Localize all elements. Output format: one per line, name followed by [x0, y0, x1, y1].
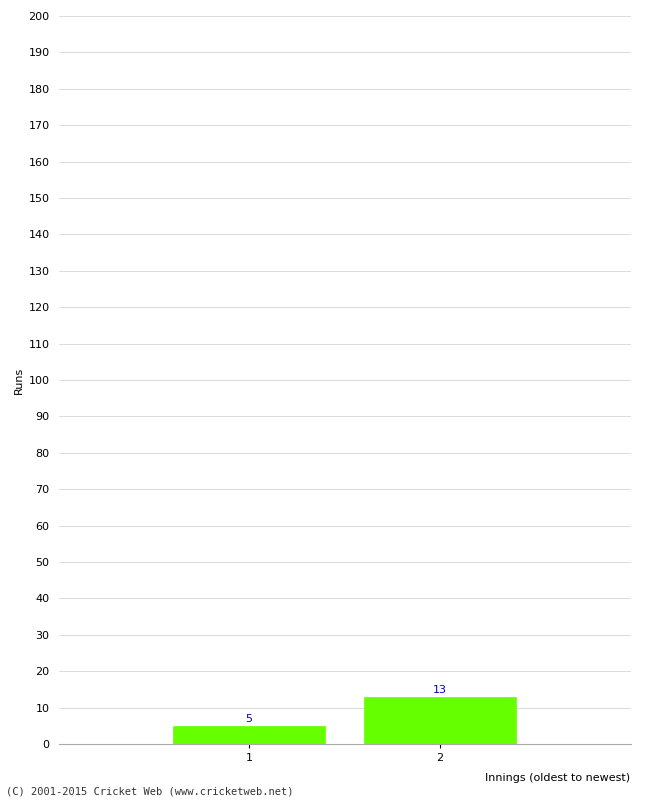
Text: 5: 5	[246, 714, 253, 724]
Bar	[173, 726, 326, 744]
Y-axis label: Runs: Runs	[14, 366, 24, 394]
X-axis label: Innings (oldest to newest): Innings (oldest to newest)	[486, 773, 630, 783]
Text: (C) 2001-2015 Cricket Web (www.cricketweb.net): (C) 2001-2015 Cricket Web (www.cricketwe…	[6, 786, 294, 796]
Text: 13: 13	[433, 685, 447, 695]
Bar	[363, 697, 516, 744]
